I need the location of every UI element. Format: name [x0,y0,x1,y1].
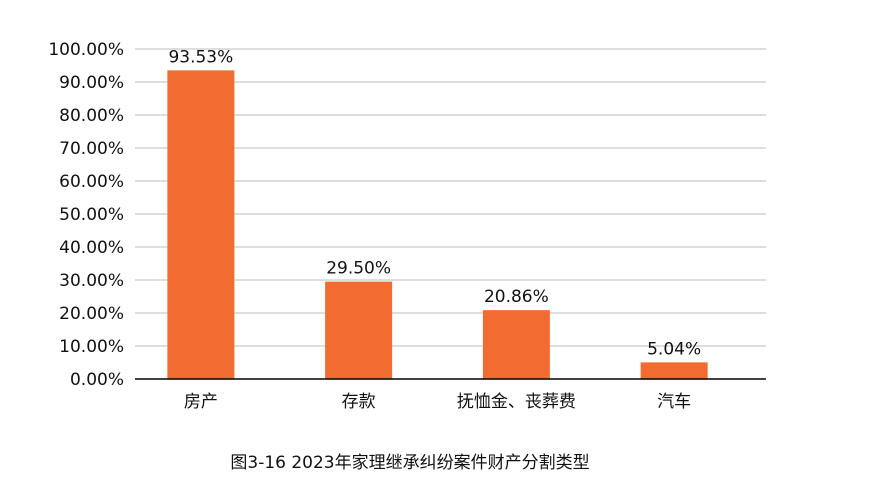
bar [482,310,550,379]
y-tick-label: 40.00% [59,238,124,258]
y-tick-label: 30.00% [59,271,124,291]
category-label: 存款 [342,392,376,412]
chart-caption: 图3-16 2023年家理继承纠纷案件财产分割类型 [230,453,590,473]
y-tick-label: 90.00% [59,73,124,93]
y-tick-label: 60.00% [59,172,124,192]
y-tick-label: 20.00% [59,304,124,324]
category-label: 房产 [184,392,218,412]
y-tick-label: 100.00% [48,40,124,60]
data-label: 20.86% [484,287,549,307]
y-tick-label: 80.00% [59,106,124,126]
y-axis-ticks: 0.00% 10.00% 20.00% 30.00% 40.00% 50.00% 60.00… [48,40,124,390]
y-tick-label: 50.00% [59,205,124,225]
bars [167,70,708,379]
bar [167,70,235,379]
category-label: 汽车 [657,392,691,412]
bar [640,362,708,379]
y-tick-label: 10.00% [59,337,124,357]
data-label: 93.53% [168,47,233,67]
bar [325,281,393,379]
data-labels: 93.53% 29.50% 20.86% 5.04% [168,47,701,359]
category-label: 抚恤金、丧葬费 [457,392,576,412]
data-label: 29.50% [326,259,391,279]
y-tick-label: 0.00% [70,370,124,390]
x-axis-categories: 房产 存款 抚恤金、丧葬费 汽车 [184,392,691,412]
y-tick-label: 70.00% [59,139,124,159]
data-label: 5.04% [647,339,701,359]
gridlines [135,48,766,347]
